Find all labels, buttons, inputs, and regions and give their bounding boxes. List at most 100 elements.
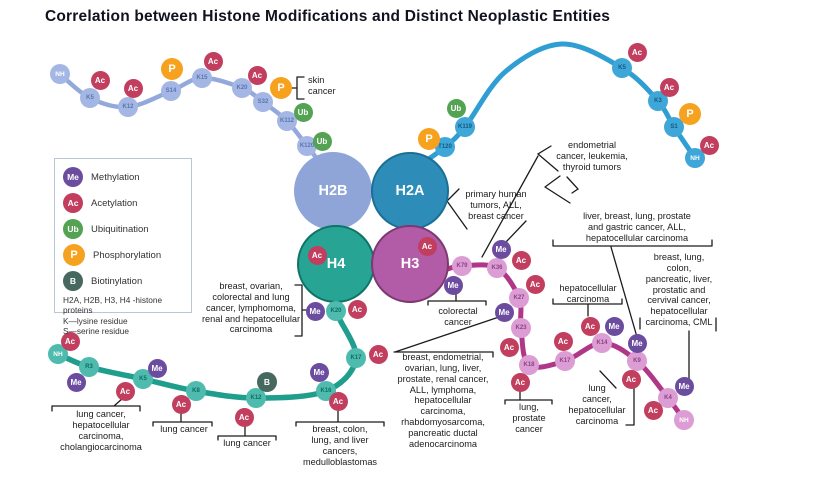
histone-circle-h2a: H2A xyxy=(371,152,449,230)
annotation-breast-endometrial: breast, endometrial, ovarian, lung, live… xyxy=(397,352,489,449)
me-modification-badge: Me xyxy=(66,372,86,392)
p-modification-badge: P xyxy=(418,128,440,150)
p-modification-badge: P xyxy=(161,58,183,80)
p-modification-badge: P xyxy=(679,103,701,125)
legend-notes: H2A, H2B, H3, H4 -histone proteins K—lysi… xyxy=(63,295,183,336)
ac-modification-badge: Ac xyxy=(621,369,641,389)
h2b-tail-residue-k20: K20 xyxy=(232,78,252,98)
ac-modification-badge: Ac xyxy=(417,236,437,256)
legend-item-ubiquitination: Ub Ubiquitination xyxy=(63,217,183,241)
methylation-icon: Me xyxy=(63,167,83,187)
me-modification-badge: Me xyxy=(627,333,647,353)
legend-item-label: Ubiquitination xyxy=(91,223,149,235)
histone-circle-h3: H3 xyxy=(371,225,449,303)
h4-tail-residue-k5: K5 xyxy=(133,369,153,389)
histone-circle-h4: H4 xyxy=(297,225,375,303)
h3-tail-residue-nh: NH xyxy=(674,410,694,430)
annotation-breast-cml: breast, lung, colon, pancreatic, liver, … xyxy=(645,252,713,328)
biotinylation-icon: B xyxy=(63,271,83,291)
me-modification-badge: Me xyxy=(305,301,325,321)
ac-modification-badge: Ac xyxy=(511,250,531,270)
legend-item-label: Methylation xyxy=(91,171,140,183)
legend: Me Methylation Ac Acetylation Ub Ubiquitinati… xyxy=(54,158,192,336)
h2b-tail-residue-k15: K15 xyxy=(192,68,212,88)
annotation-skin-cancer: skin cancer xyxy=(308,75,336,96)
h3-tail-residue-k23: K23 xyxy=(511,318,531,338)
h2a-tail-residue-k119: K119 xyxy=(455,117,475,137)
h4-tail-residue-k12: K12 xyxy=(246,388,266,408)
me-modification-badge: Me xyxy=(604,316,624,336)
ac-modification-badge: Ac xyxy=(525,274,545,294)
h2b-tail-residue-nh: NH xyxy=(50,64,70,84)
h2a-tail-residue-s1: S1 xyxy=(664,117,684,137)
ac-modification-badge: Ac xyxy=(368,344,388,364)
annotation-hepatocellular: hepatocellular carcinoma xyxy=(559,283,617,304)
me-modification-badge: Me xyxy=(494,302,514,322)
p-modification-badge: P xyxy=(270,77,292,99)
legend-item-label: Phosphorylation xyxy=(93,249,162,261)
h4-tail-residue-k17: K17 xyxy=(346,348,366,368)
legend-rows: Me Methylation Ac Acetylation Ub Ubiquitinati… xyxy=(63,165,183,293)
legend-item-methylation: Me Methylation xyxy=(63,165,183,189)
h3-tail-residue-k14: K14 xyxy=(592,333,612,353)
legend-note: H2A, H2B, H3, H4 -histone proteins xyxy=(63,295,163,316)
ac-modification-badge: Ac xyxy=(115,381,135,401)
legend-item-biotinylation: B Biotinylation xyxy=(63,269,183,293)
ub-modification-badge: Ub xyxy=(293,102,313,122)
annotation-endometrial: endometrial cancer, leukemia, thyroid tu… xyxy=(556,140,628,172)
legend-item-acetylation: Ac Acetylation xyxy=(63,191,183,215)
h3-tail-residue-k9: K9 xyxy=(627,351,647,371)
ac-modification-badge: Ac xyxy=(499,337,519,357)
h2a-tail-residue-k3: K3 xyxy=(648,91,668,111)
h2b-tail-path xyxy=(57,71,325,168)
h3-tail-residue-k36: K36 xyxy=(487,258,507,278)
annotation-lung-hepatocellular-right: lung cancer, hepatocellular carcinoma xyxy=(568,383,626,426)
h4-tail-residue-k8: K8 xyxy=(186,381,206,401)
ub-modification-badge: Ub xyxy=(446,98,466,118)
h2a-tail-residue-nh: NH xyxy=(685,148,705,168)
h3-tail-residue-k17: K17 xyxy=(555,351,575,371)
ac-modification-badge: Ac xyxy=(328,391,348,411)
ac-modification-badge: Ac xyxy=(234,407,254,427)
legend-note: K—lysine residue xyxy=(63,315,128,326)
me-modification-badge: Me xyxy=(309,362,329,382)
h4-tail-residue-nh: NH xyxy=(48,344,68,364)
me-modification-badge: Me xyxy=(491,239,511,259)
h3-tail-residue-k18: K18 xyxy=(519,355,539,375)
annotation-lung-hepato-cholangio: lung cancer, hepatocellular carcinoma, c… xyxy=(60,409,142,452)
ac-modification-badge: Ac xyxy=(347,299,367,319)
h2b-tail-residue-k5: K5 xyxy=(80,88,100,108)
h3-tail-residue-k4: K4 xyxy=(658,388,678,408)
annotation-breast-ovarian: breast, ovarian, colorectal and lung can… xyxy=(201,281,301,335)
annotation-lung-cancer-2: lung cancer xyxy=(223,438,271,448)
ac-modification-badge: Ac xyxy=(643,400,663,420)
h2b-tail-residue-k120: K120 xyxy=(297,136,317,156)
annotation-lung-prostate: lung, prostate cancer xyxy=(512,402,546,434)
h2b-tail-residue-s14: S14 xyxy=(161,81,181,101)
ubiquitination-icon: Ub xyxy=(63,219,83,239)
h4-tail-residue-k20: K20 xyxy=(326,301,346,321)
ac-modification-badge: Ac xyxy=(247,65,267,85)
annotation-liver-breast: liver, breast, lung, prostate and gastri… xyxy=(583,211,691,243)
annotation-breast-colon: breast, colon, lung, and liver cancers, … xyxy=(302,424,378,467)
ac-modification-badge: Ac xyxy=(123,78,143,98)
ac-modification-badge: Ac xyxy=(580,316,600,336)
ac-modification-badge: Ac xyxy=(90,70,110,90)
acetylation-icon: Ac xyxy=(63,193,83,213)
legend-note: S—serine residue xyxy=(63,326,129,337)
legend-item-label: Biotinylation xyxy=(91,275,143,287)
ac-modification-badge: Ac xyxy=(699,135,719,155)
phosphorylation-icon: P xyxy=(63,244,85,266)
h2b-tail-residue-k12: K12 xyxy=(118,97,138,117)
h2a-tail-residue-t120: T120 xyxy=(435,137,455,157)
ac-modification-badge: Ac xyxy=(171,394,191,414)
ac-modification-badge: Ac xyxy=(659,77,679,97)
annotation-connector-lines xyxy=(51,76,717,441)
ub-modification-badge: Ub xyxy=(312,131,332,151)
h2b-tail-residue-s32: S32 xyxy=(253,92,273,112)
ac-modification-badge: Ac xyxy=(60,331,80,351)
histone-circle-h2b: H2B xyxy=(294,152,372,230)
h4-tail-residue-r3: R3 xyxy=(79,357,99,377)
annotation-lung-cancer-1: lung cancer xyxy=(160,424,208,434)
